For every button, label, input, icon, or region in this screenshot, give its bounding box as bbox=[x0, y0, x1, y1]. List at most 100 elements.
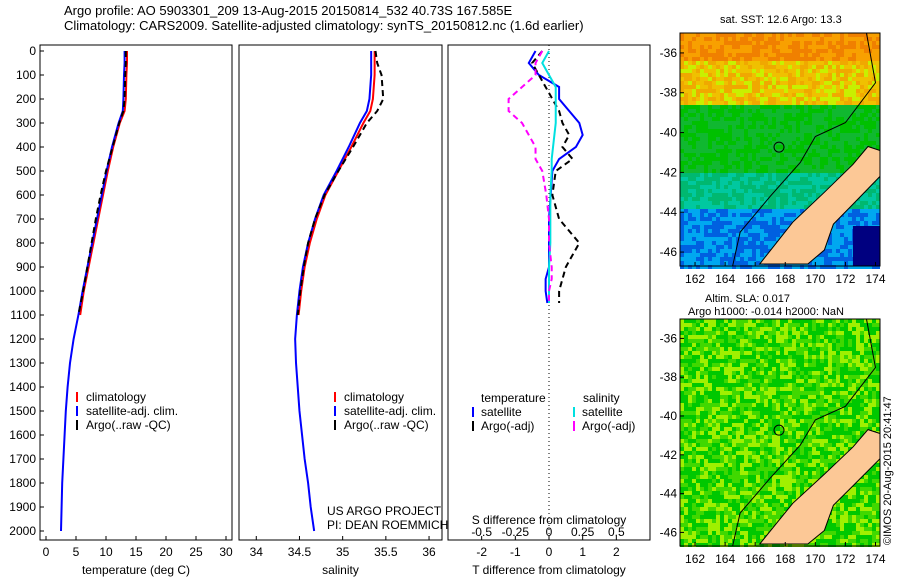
map-cell bbox=[716, 407, 720, 411]
map-cell bbox=[848, 137, 852, 141]
map-cell bbox=[812, 379, 816, 383]
map-cell bbox=[684, 233, 688, 237]
map-cell bbox=[712, 137, 716, 141]
map-cell bbox=[784, 343, 788, 347]
map-cell bbox=[748, 109, 752, 113]
map-cell bbox=[700, 185, 704, 189]
map-cell bbox=[872, 133, 876, 137]
map-cell bbox=[824, 257, 828, 261]
map-cell bbox=[792, 137, 796, 141]
map-cell bbox=[844, 431, 848, 435]
map-cell bbox=[808, 387, 812, 391]
map-cell bbox=[800, 185, 804, 189]
map-cell bbox=[840, 245, 844, 249]
map-cell bbox=[836, 447, 840, 451]
map-cell bbox=[840, 45, 844, 49]
map-cell bbox=[808, 185, 812, 189]
map-cell bbox=[820, 89, 824, 93]
map-cell bbox=[736, 161, 740, 165]
map-cell bbox=[700, 451, 704, 455]
map-cell bbox=[728, 57, 732, 61]
map-cell bbox=[800, 89, 804, 93]
map-cell bbox=[744, 451, 748, 455]
map-cell bbox=[812, 439, 816, 443]
map-cell bbox=[716, 359, 720, 363]
map-cell bbox=[712, 415, 716, 419]
map-cell bbox=[712, 359, 716, 363]
map-cell bbox=[768, 149, 772, 153]
map-cell bbox=[804, 53, 808, 57]
map-cell bbox=[696, 65, 700, 69]
map-cell bbox=[816, 77, 820, 81]
map-cell bbox=[708, 387, 712, 391]
map-cell bbox=[776, 61, 780, 65]
map-cell bbox=[736, 121, 740, 125]
map-cell bbox=[736, 177, 740, 181]
map-cell bbox=[784, 447, 788, 451]
map-cell bbox=[692, 435, 696, 439]
map-cell bbox=[696, 177, 700, 181]
map-cell bbox=[772, 153, 776, 157]
map-cell bbox=[860, 427, 864, 431]
map-cell bbox=[792, 443, 796, 447]
map-cell bbox=[840, 331, 844, 335]
map-cell bbox=[744, 367, 748, 371]
map-cell bbox=[756, 431, 760, 435]
map-cell bbox=[684, 319, 688, 323]
map-cell bbox=[808, 331, 812, 335]
map-cell bbox=[776, 81, 780, 85]
map-cell bbox=[760, 233, 764, 237]
map-cell bbox=[784, 81, 788, 85]
map-cell bbox=[844, 109, 848, 113]
map-cell bbox=[716, 467, 720, 471]
map-cell bbox=[752, 137, 756, 141]
map-cell bbox=[856, 363, 860, 367]
map-cell bbox=[808, 439, 812, 443]
map-cell bbox=[708, 73, 712, 77]
map-cell bbox=[800, 197, 804, 201]
map-cell bbox=[684, 403, 688, 407]
map-cell bbox=[772, 213, 776, 217]
map-cell bbox=[732, 451, 736, 455]
map-cell bbox=[844, 69, 848, 73]
map-cell bbox=[864, 217, 868, 221]
map-cell bbox=[712, 323, 716, 327]
map-cell bbox=[760, 89, 764, 93]
map-cell bbox=[684, 93, 688, 97]
map-cell bbox=[768, 137, 772, 141]
map-cell bbox=[824, 439, 828, 443]
s-axis-label: S difference from climatology bbox=[472, 513, 627, 527]
map-cell bbox=[772, 415, 776, 419]
map-cell bbox=[700, 371, 704, 375]
map-cell bbox=[856, 359, 860, 363]
map-cell bbox=[692, 209, 696, 213]
map-cell bbox=[752, 185, 756, 189]
map-cell bbox=[764, 121, 768, 125]
map-cell bbox=[784, 57, 788, 61]
map-cell bbox=[744, 37, 748, 41]
map-cell bbox=[876, 197, 880, 201]
map-cell bbox=[772, 57, 776, 61]
map-cell bbox=[780, 137, 784, 141]
map-cell bbox=[728, 419, 732, 423]
map-cell bbox=[784, 419, 788, 423]
map-cell bbox=[748, 125, 752, 129]
map-cell bbox=[776, 181, 780, 185]
map-cell bbox=[756, 387, 760, 391]
map-cell bbox=[784, 133, 788, 137]
map-cell bbox=[684, 205, 688, 209]
map-cell bbox=[804, 439, 808, 443]
map-cell bbox=[812, 109, 816, 113]
map-cell bbox=[792, 323, 796, 327]
map-cell bbox=[780, 387, 784, 391]
map-cell bbox=[784, 41, 788, 45]
map-cell bbox=[756, 375, 760, 379]
map-cell bbox=[852, 49, 856, 53]
map-cell bbox=[724, 257, 728, 261]
map-cell bbox=[756, 205, 760, 209]
map-cell bbox=[748, 33, 752, 37]
map-cell bbox=[852, 129, 856, 133]
map-cell bbox=[744, 431, 748, 435]
map-cell bbox=[852, 217, 856, 221]
map-cell bbox=[740, 387, 744, 391]
